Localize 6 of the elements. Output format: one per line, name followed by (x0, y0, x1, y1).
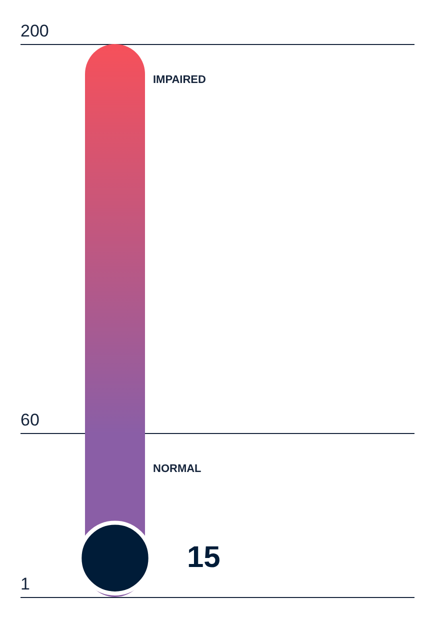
band-label: NORMAL (153, 463, 202, 476)
data-label: 15 (187, 541, 220, 574)
y-tick-label: 1 (20, 574, 30, 594)
y-tick-label: 200 (20, 22, 49, 40)
y-tick-label: 60 (20, 410, 40, 430)
band-label: IMPAIRED (153, 74, 206, 86)
